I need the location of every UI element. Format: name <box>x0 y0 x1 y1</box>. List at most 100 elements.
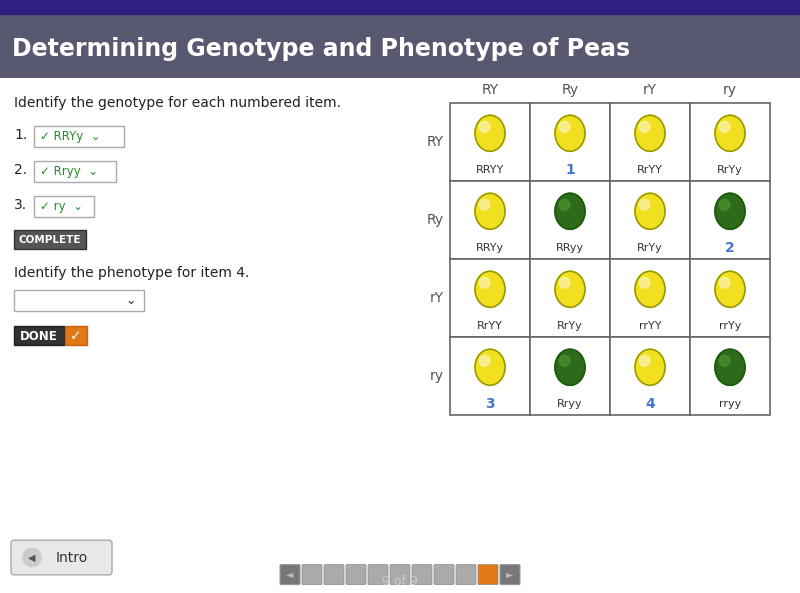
Text: RrYY: RrYY <box>477 321 503 331</box>
Bar <box>450 259 530 337</box>
Text: ✓ ry  ⌄: ✓ ry ⌄ <box>40 200 83 213</box>
Text: 9 of 9: 9 of 9 <box>382 575 418 588</box>
Bar <box>610 337 690 415</box>
Ellipse shape <box>555 349 585 385</box>
Text: 2: 2 <box>725 241 735 255</box>
Circle shape <box>23 549 41 567</box>
Ellipse shape <box>555 193 585 229</box>
Ellipse shape <box>479 122 490 132</box>
Text: ⌄: ⌄ <box>126 294 136 307</box>
Text: RRyy: RRyy <box>556 243 584 253</box>
FancyBboxPatch shape <box>324 565 344 585</box>
Text: DONE: DONE <box>20 330 58 343</box>
Ellipse shape <box>715 193 745 229</box>
Ellipse shape <box>639 122 650 132</box>
FancyBboxPatch shape <box>478 565 498 585</box>
Text: RrYy: RrYy <box>717 165 743 176</box>
Ellipse shape <box>715 115 745 151</box>
Bar <box>690 103 770 181</box>
Text: 4: 4 <box>645 397 655 412</box>
FancyBboxPatch shape <box>11 540 112 575</box>
Ellipse shape <box>639 355 650 366</box>
Ellipse shape <box>559 278 570 288</box>
FancyBboxPatch shape <box>34 196 94 217</box>
Text: RRYY: RRYY <box>476 165 504 176</box>
Text: 1: 1 <box>565 163 575 177</box>
Ellipse shape <box>719 199 730 210</box>
Bar <box>610 181 690 259</box>
FancyBboxPatch shape <box>34 161 116 182</box>
FancyBboxPatch shape <box>65 326 87 345</box>
Ellipse shape <box>719 122 730 132</box>
Text: Ry: Ry <box>427 213 444 227</box>
Text: ry: ry <box>430 369 444 383</box>
Bar <box>690 259 770 337</box>
FancyBboxPatch shape <box>280 565 300 585</box>
Ellipse shape <box>475 349 505 385</box>
FancyBboxPatch shape <box>14 230 86 249</box>
Ellipse shape <box>475 115 505 151</box>
Ellipse shape <box>635 115 665 151</box>
Bar <box>610 259 690 337</box>
Ellipse shape <box>475 193 505 229</box>
Bar <box>610 103 690 181</box>
Bar <box>530 337 610 415</box>
Text: rryy: rryy <box>719 399 741 409</box>
Text: RY: RY <box>482 83 498 97</box>
Text: Identify the genotype for each numbered item.: Identify the genotype for each numbered … <box>14 96 341 110</box>
Text: Ry: Ry <box>562 83 578 97</box>
Text: RrYY: RrYY <box>637 165 663 176</box>
Text: ◄: ◄ <box>286 570 294 579</box>
Bar <box>450 337 530 415</box>
Text: RY: RY <box>427 135 444 149</box>
FancyBboxPatch shape <box>434 565 454 585</box>
Text: ✓ Rryy  ⌄: ✓ Rryy ⌄ <box>40 165 98 178</box>
Text: ✓: ✓ <box>70 329 82 343</box>
Bar <box>690 181 770 259</box>
Bar <box>690 337 770 415</box>
Ellipse shape <box>479 199 490 210</box>
Text: RrYy: RrYy <box>637 243 663 253</box>
Ellipse shape <box>639 199 650 210</box>
Text: 3.: 3. <box>14 198 27 212</box>
Text: 2.: 2. <box>14 163 27 177</box>
Text: ►: ► <box>506 570 514 579</box>
Text: rY: rY <box>430 291 444 305</box>
Ellipse shape <box>715 349 745 385</box>
FancyBboxPatch shape <box>14 326 64 345</box>
Text: 3: 3 <box>485 397 495 412</box>
Ellipse shape <box>635 271 665 307</box>
Bar <box>450 103 530 181</box>
Ellipse shape <box>719 355 730 366</box>
FancyBboxPatch shape <box>390 565 410 585</box>
Text: ry: ry <box>723 83 737 97</box>
Ellipse shape <box>635 193 665 229</box>
FancyBboxPatch shape <box>302 565 322 585</box>
Ellipse shape <box>559 199 570 210</box>
Text: ◀: ◀ <box>28 553 36 563</box>
Text: rrYy: rrYy <box>719 321 741 331</box>
Ellipse shape <box>559 355 570 366</box>
FancyBboxPatch shape <box>14 291 144 311</box>
FancyBboxPatch shape <box>412 565 432 585</box>
Ellipse shape <box>555 271 585 307</box>
Ellipse shape <box>475 271 505 307</box>
FancyBboxPatch shape <box>456 565 476 585</box>
Ellipse shape <box>719 278 730 288</box>
Text: Identify the phenotype for item 4.: Identify the phenotype for item 4. <box>14 266 250 280</box>
Ellipse shape <box>479 355 490 366</box>
Ellipse shape <box>555 115 585 151</box>
Bar <box>530 103 610 181</box>
Text: Determining Genotype and Phenotype of Peas: Determining Genotype and Phenotype of Pe… <box>12 37 630 60</box>
Ellipse shape <box>559 122 570 132</box>
FancyBboxPatch shape <box>34 126 124 147</box>
Text: 1.: 1. <box>14 128 27 142</box>
Text: rY: rY <box>643 83 657 97</box>
Bar <box>530 181 610 259</box>
Ellipse shape <box>715 271 745 307</box>
Ellipse shape <box>479 278 490 288</box>
Text: rrYY: rrYY <box>638 321 662 331</box>
Text: ✓ RRYy  ⌄: ✓ RRYy ⌄ <box>40 130 101 144</box>
Ellipse shape <box>639 278 650 288</box>
Text: Rryy: Rryy <box>557 399 583 409</box>
